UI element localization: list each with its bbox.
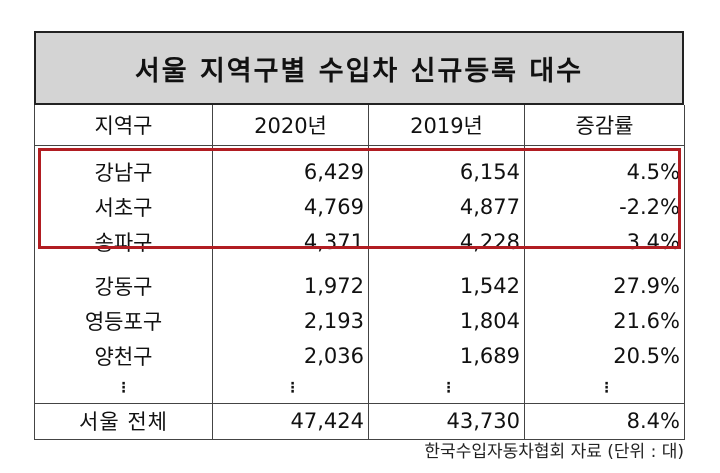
- ellipsis-mark: ⋮: [34, 373, 213, 403]
- change-cell: -2.2%: [524, 189, 685, 224]
- change-cell: 20.5%: [524, 338, 685, 373]
- change-cell: 3.4%: [524, 224, 685, 259]
- total-2020: 47,424: [212, 402, 369, 440]
- value-2020: 2,036: [212, 338, 369, 373]
- total-change: 8.4%: [524, 402, 685, 440]
- ellipsis-mark: ⋮: [524, 373, 685, 403]
- region-cell: 강동구: [34, 268, 213, 303]
- total-label: 서울 전체: [34, 402, 213, 440]
- value-2020: 4,371: [212, 224, 369, 259]
- header-2020: 2020년: [212, 105, 369, 146]
- header-change: 증감률: [524, 105, 685, 146]
- region-cell: 영등포구: [34, 303, 213, 338]
- header-row: 지역구 2020년 2019년 증감률: [34, 105, 685, 146]
- header-region: 지역구: [34, 105, 213, 146]
- total-2019: 43,730: [368, 402, 525, 440]
- ellipsis-mark: ⋮: [368, 373, 525, 403]
- value-2019: 4,228: [368, 224, 525, 259]
- value-2020: 4,769: [212, 189, 369, 224]
- data-table-sheet: 서울 지역구별 수입차 신규등록 대수 지역구 2020년 2019년 증감률 …: [34, 31, 685, 440]
- table-row: 송파구 4,371 4,228 3.4%: [34, 224, 685, 259]
- value-2020: 1,972: [212, 268, 369, 303]
- value-2019: 1,689: [368, 338, 525, 373]
- value-2019: 1,542: [368, 268, 525, 303]
- change-cell: 4.5%: [524, 154, 685, 189]
- table-row: 강남구 6,429 6,154 4.5%: [34, 154, 685, 189]
- value-2020: 2,193: [212, 303, 369, 338]
- value-2020: 6,429: [212, 154, 369, 189]
- table-row: 서초구 4,769 4,877 -2.2%: [34, 189, 685, 224]
- ellipsis-row: ⋮ ⋮ ⋮ ⋮: [34, 373, 685, 403]
- source-note: 한국수입자동차협회 자료 (단위 : 대): [424, 442, 684, 462]
- change-cell: 21.6%: [524, 303, 685, 338]
- region-cell: 송파구: [34, 224, 213, 259]
- region-cell: 서초구: [34, 189, 213, 224]
- table-row: 양천구 2,036 1,689 20.5%: [34, 338, 685, 373]
- table-title: 서울 지역구별 수입차 신규등록 대수: [34, 31, 684, 105]
- header-2019: 2019년: [368, 105, 525, 146]
- change-cell: 27.9%: [524, 268, 685, 303]
- region-cell: 양천구: [34, 338, 213, 373]
- ellipsis-mark: ⋮: [212, 373, 369, 403]
- total-row: 서울 전체 47,424 43,730 8.4%: [34, 402, 685, 440]
- registration-table: 지역구 2020년 2019년 증감률 강남구 6,429 6,154 4.5%…: [34, 105, 685, 440]
- table-row: 강동구 1,972 1,542 27.9%: [34, 268, 685, 303]
- value-2019: 6,154: [368, 154, 525, 189]
- value-2019: 4,877: [368, 189, 525, 224]
- table-row: 영등포구 2,193 1,804 21.6%: [34, 303, 685, 338]
- region-cell: 강남구: [34, 154, 213, 189]
- value-2019: 1,804: [368, 303, 525, 338]
